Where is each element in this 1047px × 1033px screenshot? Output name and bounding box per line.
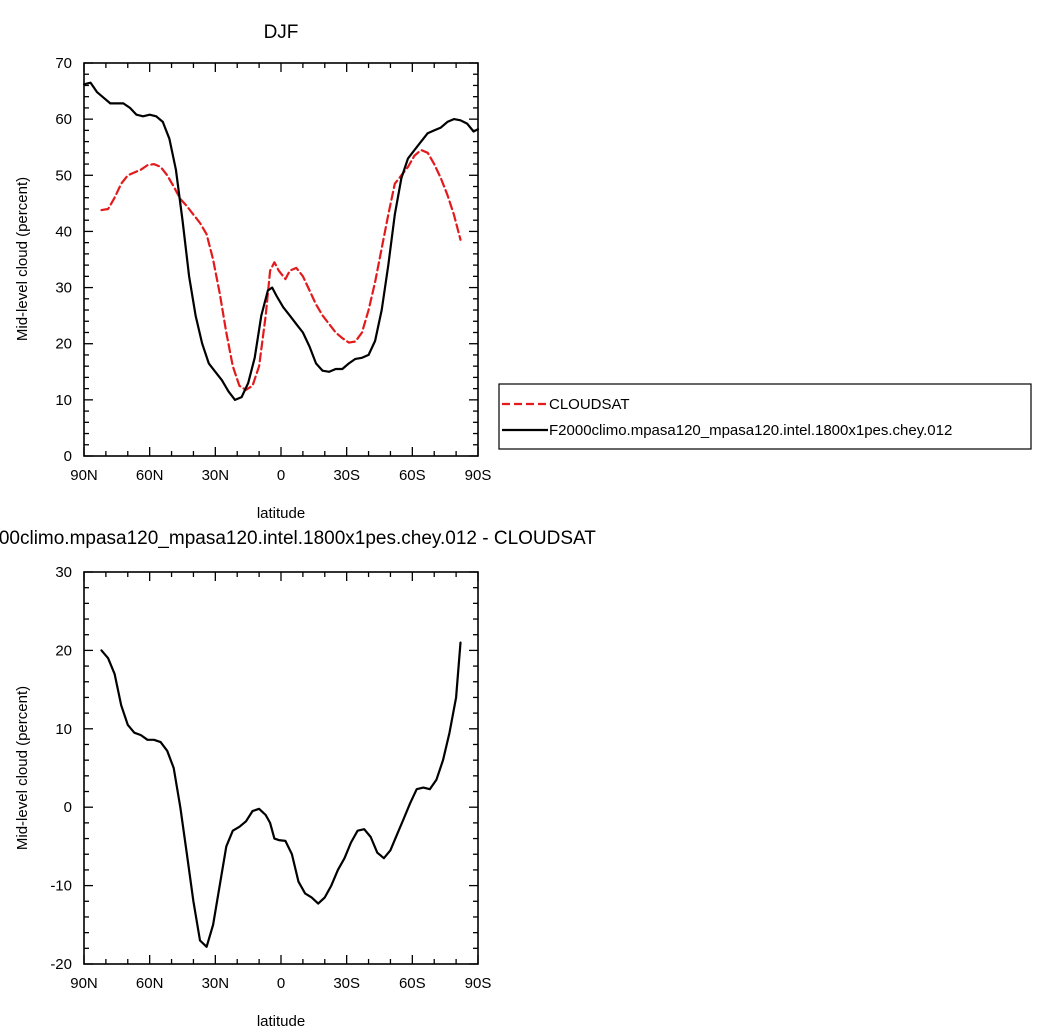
bottom-x-tick-label: 30N: [202, 975, 230, 992]
top-axis-ticks: 90N 60N 30N 0 30S 60S 90S 0 10 20 30 40 50 60 70: [55, 55, 491, 484]
top-series-line-0: [100, 148, 462, 391]
top-y-tick-label: 10: [55, 392, 72, 409]
top-x-tick-label: 60N: [136, 467, 164, 484]
top-series-group: [82, 81, 480, 401]
top-plot-frame: [83, 62, 479, 457]
bottom-chart: F2000climo.mpasa120_mpasa120.intel.1800x…: [0, 528, 596, 1030]
legend: CLOUDSAT F2000climo.mpasa120_mpasa120.in…: [498, 383, 1032, 450]
bottom-y-tick-label: 30: [55, 564, 72, 581]
bottom-y-axis-label: Mid-level cloud (percent): [14, 686, 31, 850]
top-x-tick-label: 30S: [333, 467, 360, 484]
bottom-x-tick-label: 90S: [465, 975, 492, 992]
bottom-y-tick-label: -10: [50, 878, 72, 895]
bottom-x-tick-label: 0: [277, 975, 285, 992]
top-y-tick-label: 40: [55, 223, 72, 240]
top-y-tick-label: 60: [55, 111, 72, 128]
top-chart: DJF 90N 60N 30N 0 30S 60S 90S 0 10 20 30 40 50 60 70 l…: [14, 22, 491, 522]
legend-label-model: F2000climo.mpasa120_mpasa120.intel.1800x…: [549, 422, 952, 439]
bottom-series-group: [100, 641, 462, 948]
bottom-chart-title: F2000climo.mpasa120_mpasa120.intel.1800x…: [0, 528, 596, 549]
bottom-x-tick-label: 30S: [333, 975, 360, 992]
top-x-tick-label: 60S: [399, 467, 426, 484]
top-y-tick-label: 20: [55, 336, 72, 353]
top-y-tick-label: 70: [55, 55, 72, 72]
bottom-x-tick-label: 60N: [136, 975, 164, 992]
top-y-tick-label: 0: [64, 448, 72, 465]
bottom-x-axis-label: latitude: [257, 1013, 305, 1030]
top-x-tick-label: 30N: [202, 467, 230, 484]
top-chart-title: DJF: [264, 22, 299, 43]
top-x-tick-label: 0: [277, 467, 285, 484]
bottom-plot-frame: [83, 571, 479, 965]
bottom-y-tick-label: -20: [50, 956, 72, 973]
top-x-axis-label: latitude: [257, 505, 305, 522]
legend-label-cloudsat: CLOUDSAT: [549, 396, 630, 413]
top-y-tick-label: 30: [55, 280, 72, 297]
bottom-x-tick-label: 60S: [399, 975, 426, 992]
top-x-tick-label: 90S: [465, 467, 492, 484]
bottom-axis-ticks: 90N 60N 30N 0 30S 60S 90S -20 -10 0 10 20 30: [50, 564, 491, 992]
bottom-series-line-0: [100, 641, 462, 948]
bottom-y-tick-label: 10: [55, 721, 72, 738]
top-series-line-1: [82, 81, 480, 401]
legend-box: [498, 383, 1032, 450]
bottom-y-tick-label: 0: [64, 799, 72, 816]
bottom-y-tick-label: 20: [55, 642, 72, 659]
top-y-axis-label: Mid-level cloud (percent): [14, 177, 31, 341]
top-x-tick-label: 90N: [70, 467, 98, 484]
top-y-tick-label: 50: [55, 167, 72, 184]
bottom-x-tick-label: 90N: [70, 975, 98, 992]
